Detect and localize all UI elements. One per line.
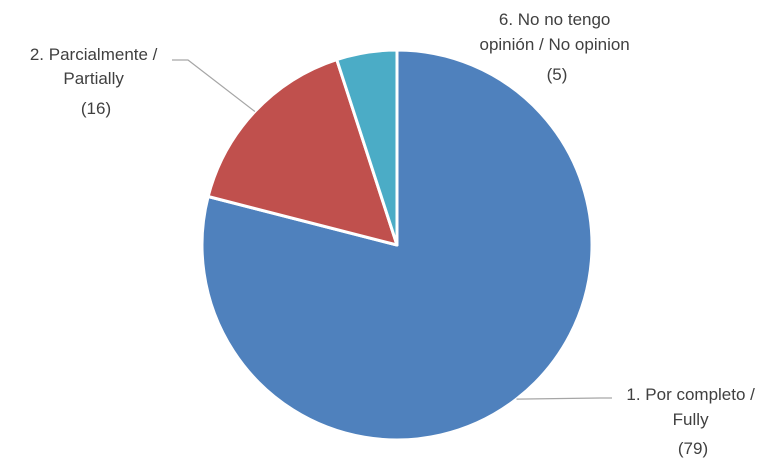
slice-label-partially: 2. Parcialmente / Partially (16): [30, 45, 162, 118]
leader-lines: [172, 59, 612, 400]
leader-line-fully: [516, 397, 612, 400]
leader-line-partially: [172, 59, 256, 112]
pie-slice-partially: [206, 58, 399, 247]
pie-slices: [200, 48, 594, 442]
slice-label-fully: 1. Por completo / Fully (79): [626, 385, 759, 458]
pie-slice-no-opinion: [335, 48, 399, 247]
slice-label-no-opinion: 6. No no tengo opinión / No opinion (5): [479, 10, 634, 84]
